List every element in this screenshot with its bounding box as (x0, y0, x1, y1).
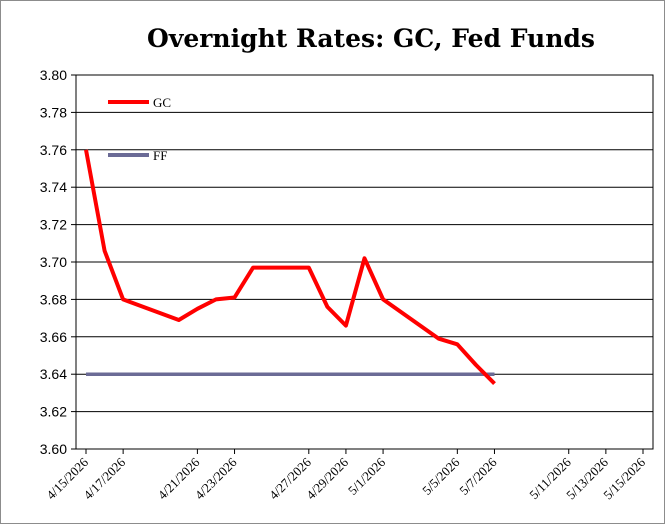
legend: GC FF (108, 95, 171, 163)
xtick-label-7: 5/5/2026 (419, 454, 463, 498)
xtick-label-11: 5/15/2026 (600, 454, 648, 502)
ytick-label-5: 3.70 (40, 254, 67, 270)
ytick-label-1: 3.62 (40, 404, 67, 420)
ytick-label-9: 3.78 (40, 104, 67, 120)
ytick-label-7: 3.74 (40, 179, 67, 195)
chart-title: Overnight Rates: GC, Fed Funds (147, 24, 595, 53)
legend-label-ff: FF (153, 148, 167, 163)
series-line-gc (84, 149, 496, 386)
ytick-label-6: 3.72 (40, 217, 67, 233)
ytick-label-4: 3.68 (40, 291, 67, 307)
ytick-label-10: 3.80 (40, 67, 67, 83)
series (84, 149, 496, 386)
ytick-label-0: 3.60 (40, 441, 67, 457)
xtick-label-1: 4/17/2026 (80, 454, 128, 502)
xtick-label-8: 5/7/2026 (456, 454, 500, 498)
xtick-label-3: 4/23/2026 (192, 454, 240, 502)
ytick-label-8: 3.76 (40, 142, 67, 158)
ytick-label-2: 3.64 (40, 366, 67, 382)
y-axis: 3.60 3.62 3.64 3.66 3.68 3.70 3.72 3.74 3.76 3.78… (40, 67, 76, 457)
xtick-label-6: 5/1/2026 (345, 454, 389, 498)
ytick-label-3: 3.66 (40, 329, 67, 345)
xtick-label-5: 4/29/2026 (303, 454, 351, 502)
legend-label-gc: GC (153, 95, 171, 110)
